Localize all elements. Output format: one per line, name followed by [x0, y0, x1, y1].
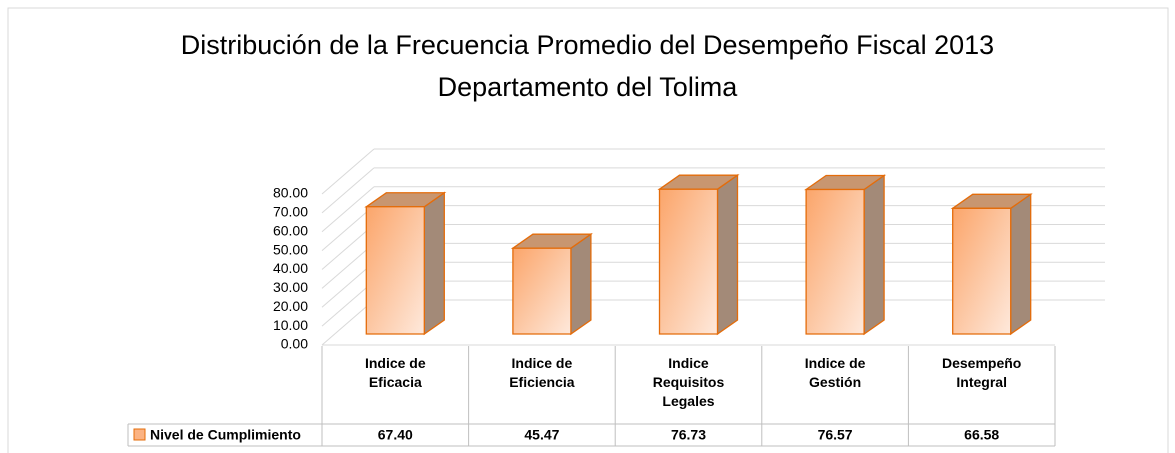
bar-side: [1010, 193, 1032, 336]
data-label: 45.47: [524, 427, 559, 443]
bar: [510, 232, 593, 336]
data-label: 67.40: [378, 427, 413, 443]
x-tick-label: Indice Requisitos Legales: [652, 355, 725, 409]
chart-title: Distribución de la Frecuencia Promedio d…: [180, 30, 995, 60]
bar-side: [423, 191, 445, 336]
y-tick-label: 10.00: [273, 317, 308, 333]
bar-front: [952, 207, 1012, 335]
bar: [950, 193, 1033, 336]
grid-line-side: [321, 167, 375, 214]
y-tick-label: 40.00: [273, 260, 308, 276]
chart-subtitle: Departamento del Tolima: [437, 72, 738, 102]
grid-line-side: [321, 205, 375, 252]
bar-front: [805, 188, 865, 335]
bar: [804, 174, 887, 336]
grid-line-side: [321, 261, 375, 308]
bar-front: [512, 247, 572, 335]
bar-front: [365, 206, 425, 335]
grid-line-side: [321, 186, 375, 233]
y-tick-label: 30.00: [273, 279, 308, 295]
x-tick-label: Indice de Gestión: [804, 355, 866, 390]
chart-frame: [7, 7, 1169, 453]
y-tick-label: 50.00: [273, 241, 308, 257]
grid-line-side: [321, 299, 375, 346]
y-tick-label: 20.00: [273, 298, 308, 314]
legend-swatch: [133, 428, 146, 441]
x-tick-label: Indice de Eficiencia: [509, 355, 575, 390]
grid-line-side: [321, 242, 375, 289]
data-label: 66.58: [964, 427, 999, 443]
y-tick-label: 60.00: [273, 222, 308, 238]
x-tick-label: Indice de Eficacia: [364, 355, 426, 390]
grid-line-side: [321, 148, 375, 195]
y-tick-label: 70.00: [273, 204, 308, 220]
y-tick-label: 0.00: [281, 336, 308, 352]
bar-side: [716, 173, 739, 336]
data-label: 76.57: [818, 427, 853, 443]
legend-label: Nivel de Cumplimiento: [150, 427, 301, 443]
bar: [657, 173, 740, 336]
x-tick-label: Desempeño Integral: [942, 355, 1022, 390]
grid-line-side: [321, 280, 375, 327]
bar: [364, 191, 447, 336]
bar-side: [570, 232, 592, 336]
data-label: 76.73: [671, 427, 706, 443]
bar-front: [658, 188, 719, 335]
y-tick-label: 80.00: [273, 185, 308, 201]
grid-line-side: [321, 224, 375, 270]
bar-side: [863, 174, 885, 336]
